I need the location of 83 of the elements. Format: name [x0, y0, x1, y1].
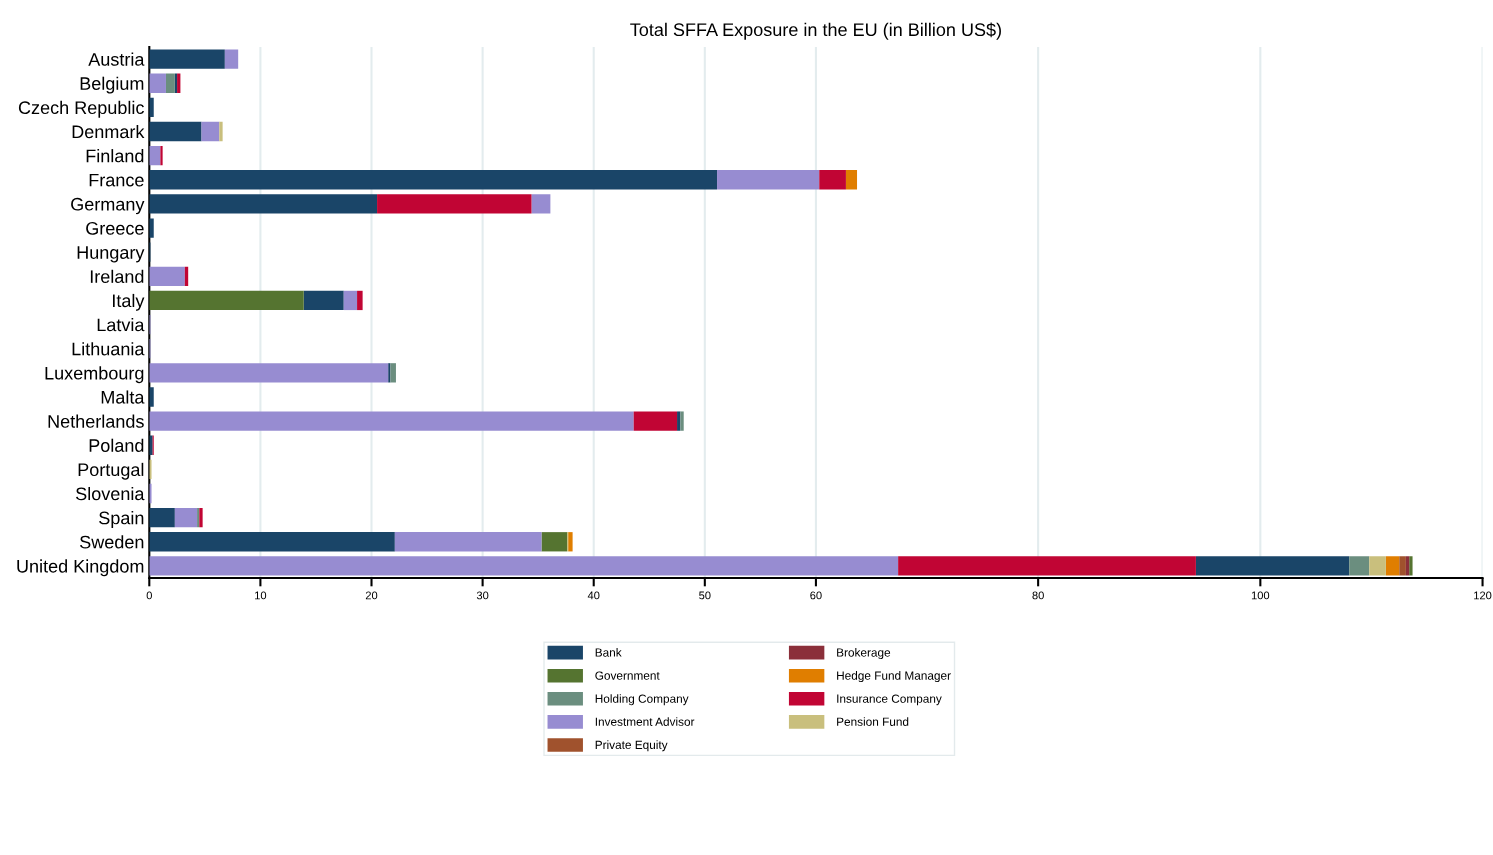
bar [174, 507, 198, 528]
legend-label: Bank [595, 648, 622, 657]
bar [149, 73, 166, 93]
bar [1349, 556, 1370, 576]
y-tick-label: Finland [86, 149, 144, 163]
bar [201, 121, 220, 142]
bar [219, 121, 223, 142]
bar [149, 49, 225, 69]
bar [1385, 556, 1400, 576]
bar [149, 218, 154, 238]
x-tick-label: 20 [365, 591, 378, 600]
y-tick-label: Czech Republic [18, 100, 144, 118]
bar [898, 556, 1196, 576]
bar [149, 121, 202, 142]
bar [568, 532, 573, 552]
y-tick-label: Belgium [80, 76, 144, 94]
x-tick-label: 40 [587, 591, 600, 600]
x-tick-label: 60 [810, 591, 822, 600]
bar [1409, 556, 1413, 576]
bar [224, 49, 239, 69]
y-tick-label: Poland [89, 438, 144, 452]
bar [845, 170, 858, 190]
bar [303, 290, 344, 311]
y-tick-label: Malta [101, 390, 145, 404]
y-tick-label: Greece [86, 221, 144, 235]
y-tick-label: Ireland [90, 269, 144, 284]
bar [149, 556, 899, 576]
bar [1369, 556, 1386, 576]
bar [149, 363, 389, 383]
bar [717, 170, 820, 190]
y-tick-label: Italy [112, 293, 145, 311]
bar [1399, 556, 1406, 576]
x-tick-label: 80 [1032, 591, 1044, 600]
legend-label: Holding Company [595, 694, 689, 706]
bar [377, 194, 532, 214]
y-tick-label: Hungary [77, 246, 145, 263]
bar [149, 194, 378, 214]
legend-label: Government [595, 671, 660, 680]
bar [390, 363, 396, 383]
legend-label: Insurance Company [837, 694, 942, 706]
legend-label: Pension Fund [837, 717, 909, 726]
bar [149, 411, 634, 431]
legend-label: Investment Advisor [595, 717, 695, 726]
y-tick-label: United Kingdom [17, 559, 144, 577]
bar [819, 170, 846, 190]
y-tick-label: Luxembourg [45, 366, 144, 384]
bar [160, 145, 163, 166]
x-tick-label: 50 [699, 591, 711, 600]
legend-label: Hedge Fund Manager [837, 671, 951, 683]
legend-label: Brokerage [837, 648, 891, 660]
bar [149, 387, 154, 407]
bar [1405, 556, 1410, 576]
bar [531, 194, 551, 214]
y-tick-label: Denmark [72, 124, 145, 139]
x-tick-label: 30 [476, 591, 489, 600]
bar [343, 290, 358, 311]
y-tick-label: Sweden [80, 535, 144, 549]
y-tick-label: Slovenia [76, 486, 145, 501]
y-tick-label: Netherlands [48, 414, 144, 428]
chart-title: Total SFFA Exposure in the EU (in Billion US$) [630, 22, 1001, 40]
y-tick-label: Austria [88, 52, 145, 66]
bar [165, 73, 175, 93]
x-tick-label: 0 [146, 591, 152, 600]
bar [149, 290, 304, 311]
bar [149, 532, 395, 552]
y-tick-label: Spain [99, 511, 144, 528]
bar [149, 507, 175, 528]
y-tick-label: Latvia [97, 318, 145, 332]
legend-label: Private Equity [595, 740, 668, 752]
y-tick-label: France [89, 173, 144, 187]
bar [394, 532, 542, 552]
y-tick-label: Lithuania [72, 342, 145, 356]
bar [149, 266, 185, 286]
bar [541, 532, 568, 552]
x-tick-label: 120 [1474, 591, 1492, 600]
bar [633, 411, 678, 431]
bar [149, 170, 718, 190]
x-tick-label: 10 [255, 591, 267, 600]
bar [357, 290, 363, 311]
x-tick-label: 100 [1251, 591, 1270, 600]
y-tick-label: Germany [71, 197, 145, 215]
bar [1195, 556, 1350, 576]
y-tick-label: Portugal [78, 462, 144, 480]
